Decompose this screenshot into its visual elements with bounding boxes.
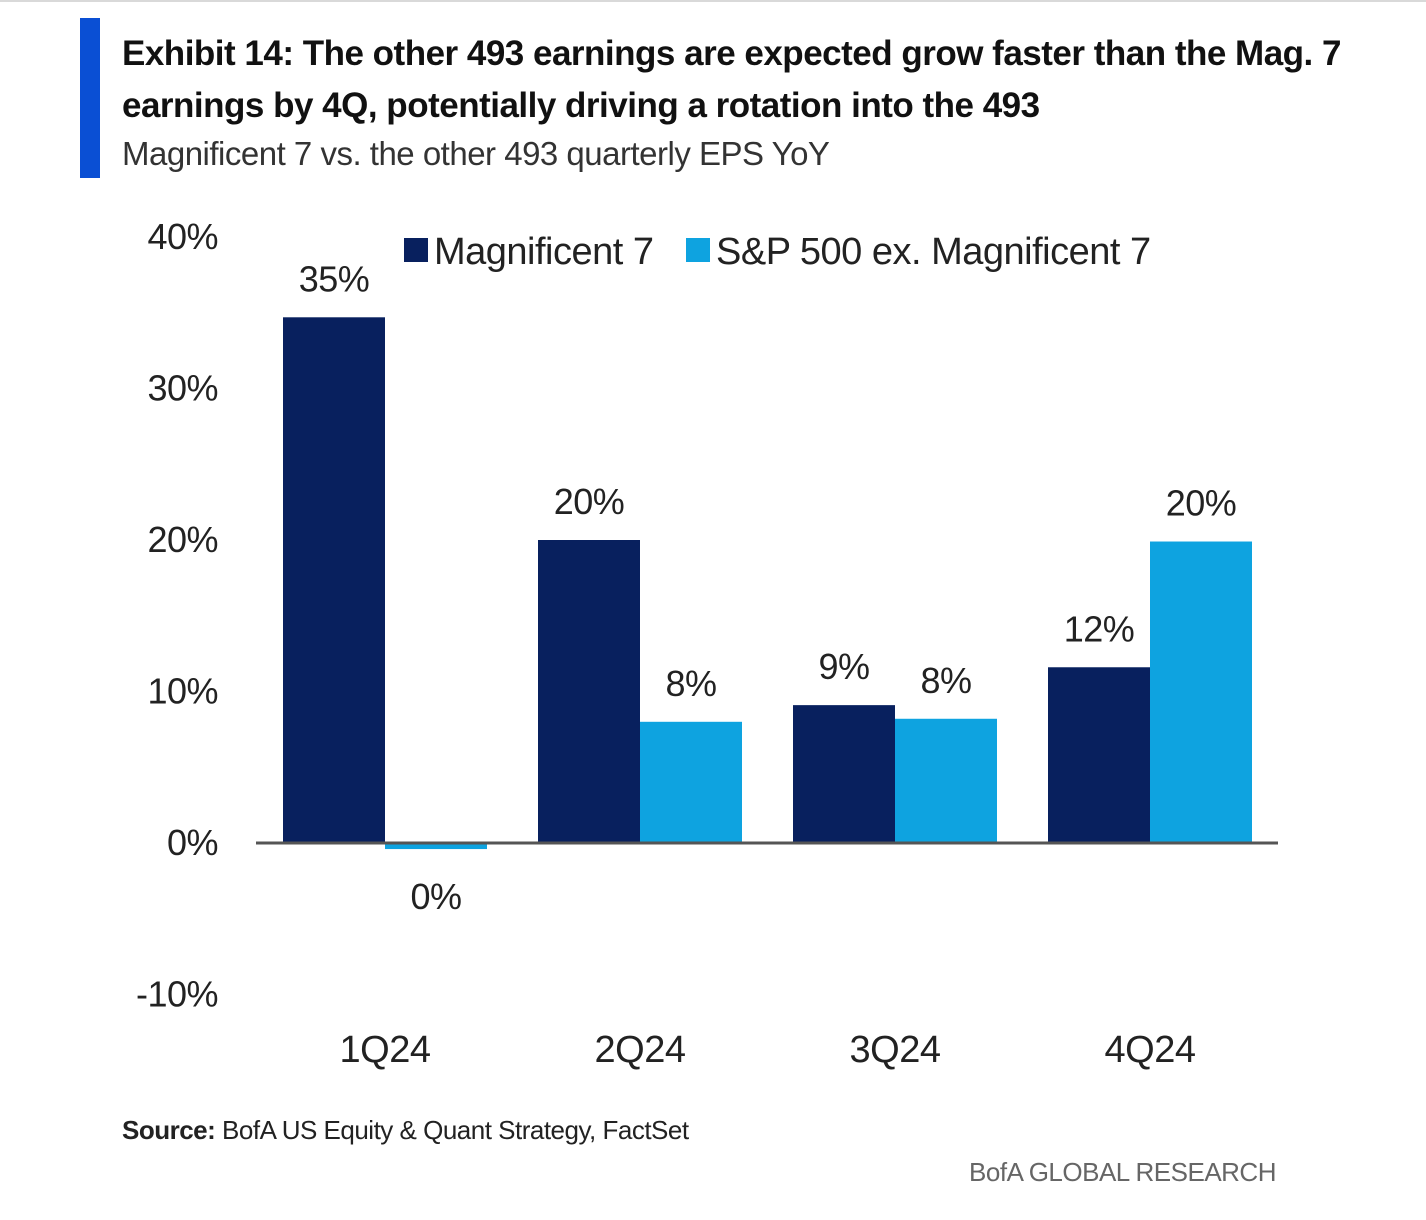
- x-tick-label: 2Q24: [595, 1029, 686, 1071]
- bar: [538, 540, 640, 843]
- bar: [385, 843, 487, 850]
- y-tick-label: 40%: [147, 216, 218, 257]
- bar: [895, 718, 997, 843]
- bar: [283, 317, 385, 843]
- data-label: 35%: [299, 258, 370, 299]
- y-tick-label: -10%: [136, 974, 218, 1015]
- legend-label-magnificent-7: Magnificent 7: [434, 231, 654, 273]
- brand-footer: BofA GLOBAL RESEARCH: [969, 1157, 1276, 1187]
- data-label: 9%: [818, 646, 869, 687]
- data-label: 8%: [665, 663, 716, 704]
- x-tick-label: 3Q24: [850, 1029, 941, 1071]
- legend-label-sp500-ex-mag7: S&P 500 ex. Magnificent 7: [716, 231, 1151, 273]
- data-label: 8%: [920, 660, 971, 701]
- bar: [1048, 667, 1150, 843]
- y-tick-label: 0%: [167, 822, 218, 863]
- bar: [640, 721, 742, 843]
- bar: [1150, 541, 1252, 843]
- x-tick-label: 4Q24: [1105, 1029, 1196, 1071]
- chart-subtitle: Magnificent 7 vs. the other 493 quarterl…: [122, 135, 830, 172]
- y-tick-label: 30%: [147, 368, 218, 409]
- source-label: Source:: [122, 1115, 216, 1145]
- source-text: BofA US Equity & Quant Strategy, FactSet: [222, 1115, 689, 1145]
- bar: [793, 705, 895, 843]
- x-tick-label: 1Q24: [340, 1029, 431, 1071]
- y-tick-label: 20%: [147, 519, 218, 560]
- source-note: Source: BofA US Equity & Quant Strategy,…: [122, 1112, 689, 1148]
- data-label: 20%: [554, 481, 625, 522]
- data-label: 0%: [410, 876, 461, 917]
- legend-swatch-magnificent-7: [404, 238, 428, 262]
- legend-swatch-sp500-ex-mag7: [686, 238, 710, 262]
- chart-title: Exhibit 14: The other 493 earnings are e…: [122, 34, 1341, 125]
- y-tick-label: 10%: [147, 671, 218, 712]
- bar-chart: 40% 30% 20% 10% 0% -10% 35% 20% 9% 12% 0% 8% 8% 20% 1Q…: [136, 216, 1278, 1071]
- data-label: 20%: [1166, 483, 1237, 524]
- header-accent-bar: [80, 18, 100, 178]
- top-rule: [0, 0, 1426, 2]
- data-label: 12%: [1064, 608, 1135, 649]
